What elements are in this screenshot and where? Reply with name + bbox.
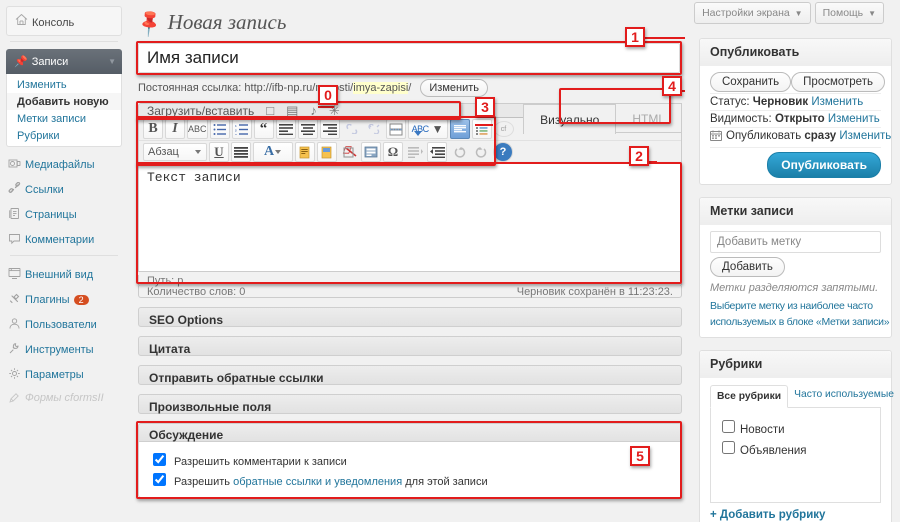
svg-text:1: 1: [235, 124, 237, 128]
svg-text:3: 3: [235, 133, 237, 135]
svg-text:2: 2: [235, 128, 237, 132]
